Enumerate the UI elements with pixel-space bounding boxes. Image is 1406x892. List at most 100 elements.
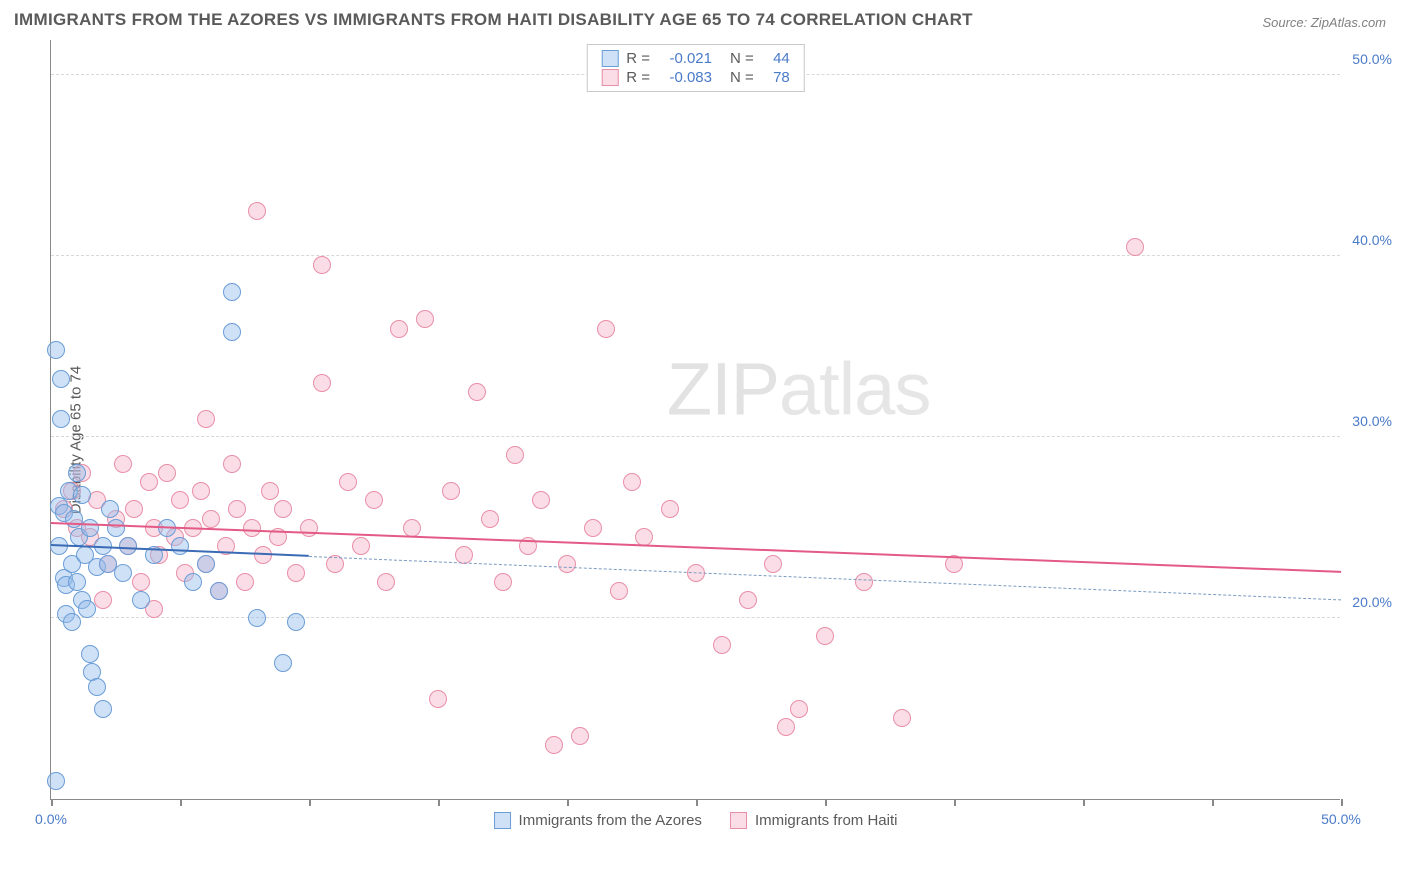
scatter-point xyxy=(468,383,486,401)
scatter-point xyxy=(223,455,241,473)
scatter-point xyxy=(571,727,589,745)
x-tick xyxy=(696,799,698,806)
scatter-point xyxy=(365,491,383,509)
gridline-h xyxy=(51,617,1340,618)
scatter-point xyxy=(223,283,241,301)
scatter-point xyxy=(132,573,150,591)
stat-r-label: R = xyxy=(626,69,650,86)
regression-line xyxy=(309,556,1341,600)
scatter-point xyxy=(197,555,215,573)
stat-r-value: -0.083 xyxy=(658,69,712,86)
x-tick xyxy=(180,799,182,806)
x-tick-label: 0.0% xyxy=(35,811,67,827)
x-tick xyxy=(825,799,827,806)
scatter-point xyxy=(790,700,808,718)
scatter-point xyxy=(119,537,137,555)
scatter-point xyxy=(481,510,499,528)
scatter-point xyxy=(47,341,65,359)
gridline-h xyxy=(51,436,1340,437)
scatter-point xyxy=(455,546,473,564)
stats-legend: R = -0.021 N = 44R = -0.083 N = 78 xyxy=(586,44,805,92)
scatter-point xyxy=(1126,238,1144,256)
stats-legend-row: R = -0.083 N = 78 xyxy=(601,68,790,87)
plot-area: ZIPatlas 20.0%30.0%40.0%50.0%0.0%50.0%R … xyxy=(50,40,1340,800)
scatter-point xyxy=(197,410,215,428)
scatter-point xyxy=(210,582,228,600)
y-tick-label: 20.0% xyxy=(1352,594,1392,610)
scatter-point xyxy=(532,491,550,509)
stat-n-value: 78 xyxy=(762,69,790,86)
x-tick xyxy=(954,799,956,806)
scatter-point xyxy=(132,591,150,609)
legend-swatch xyxy=(601,69,618,86)
scatter-point xyxy=(339,473,357,491)
scatter-point xyxy=(377,573,395,591)
scatter-point xyxy=(248,609,266,627)
scatter-point xyxy=(584,519,602,537)
chart-title: IMMIGRANTS FROM THE AZORES VS IMMIGRANTS… xyxy=(14,10,973,30)
series-label: Immigrants from the Azores xyxy=(519,812,702,829)
gridline-h xyxy=(51,255,1340,256)
series-legend: Immigrants from the Azores Immigrants fro… xyxy=(494,812,898,829)
scatter-point xyxy=(287,613,305,631)
series-legend-item: Immigrants from Haiti xyxy=(730,812,898,829)
watermark-thin: atlas xyxy=(779,348,930,431)
y-tick-label: 50.0% xyxy=(1352,51,1392,67)
scatter-point xyxy=(274,500,292,518)
chart-container: Disability Age 65 to 74 ZIPatlas 20.0%30… xyxy=(14,40,1392,840)
scatter-point xyxy=(236,573,254,591)
watermark-bold: ZIP xyxy=(667,348,779,431)
stat-r-label: R = xyxy=(626,50,650,67)
scatter-point xyxy=(816,627,834,645)
scatter-point xyxy=(171,491,189,509)
legend-swatch xyxy=(494,812,511,829)
scatter-point xyxy=(101,500,119,518)
scatter-point xyxy=(243,519,261,537)
scatter-point xyxy=(52,410,70,428)
scatter-point xyxy=(114,455,132,473)
scatter-point xyxy=(114,564,132,582)
x-tick-label: 50.0% xyxy=(1321,811,1361,827)
legend-swatch xyxy=(601,50,618,67)
scatter-point xyxy=(713,636,731,654)
scatter-point xyxy=(171,537,189,555)
scatter-point xyxy=(313,374,331,392)
y-tick-label: 40.0% xyxy=(1352,232,1392,248)
scatter-point xyxy=(287,564,305,582)
series-legend-item: Immigrants from the Azores xyxy=(494,812,702,829)
watermark: ZIPatlas xyxy=(667,347,930,432)
x-tick xyxy=(567,799,569,806)
scatter-point xyxy=(261,482,279,500)
scatter-point xyxy=(506,446,524,464)
scatter-point xyxy=(78,600,96,618)
scatter-point xyxy=(597,320,615,338)
scatter-point xyxy=(88,678,106,696)
scatter-point xyxy=(63,613,81,631)
x-tick xyxy=(1341,799,1343,806)
scatter-point xyxy=(661,500,679,518)
scatter-point xyxy=(764,555,782,573)
scatter-point xyxy=(202,510,220,528)
scatter-point xyxy=(739,591,757,609)
source-label: Source: ZipAtlas.com xyxy=(1262,15,1386,30)
scatter-point xyxy=(184,573,202,591)
scatter-point xyxy=(352,537,370,555)
scatter-point xyxy=(545,736,563,754)
stat-r-value: -0.021 xyxy=(658,50,712,67)
scatter-point xyxy=(442,482,460,500)
scatter-point xyxy=(610,582,628,600)
scatter-point xyxy=(429,690,447,708)
scatter-point xyxy=(81,519,99,537)
stat-n-value: 44 xyxy=(762,50,790,67)
scatter-point xyxy=(47,772,65,790)
x-tick xyxy=(438,799,440,806)
scatter-point xyxy=(68,573,86,591)
scatter-point xyxy=(52,370,70,388)
scatter-point xyxy=(107,519,125,537)
scatter-point xyxy=(274,654,292,672)
scatter-point xyxy=(390,320,408,338)
scatter-point xyxy=(228,500,246,518)
scatter-point xyxy=(125,500,143,518)
scatter-point xyxy=(623,473,641,491)
stat-n-label: N = xyxy=(730,69,754,86)
